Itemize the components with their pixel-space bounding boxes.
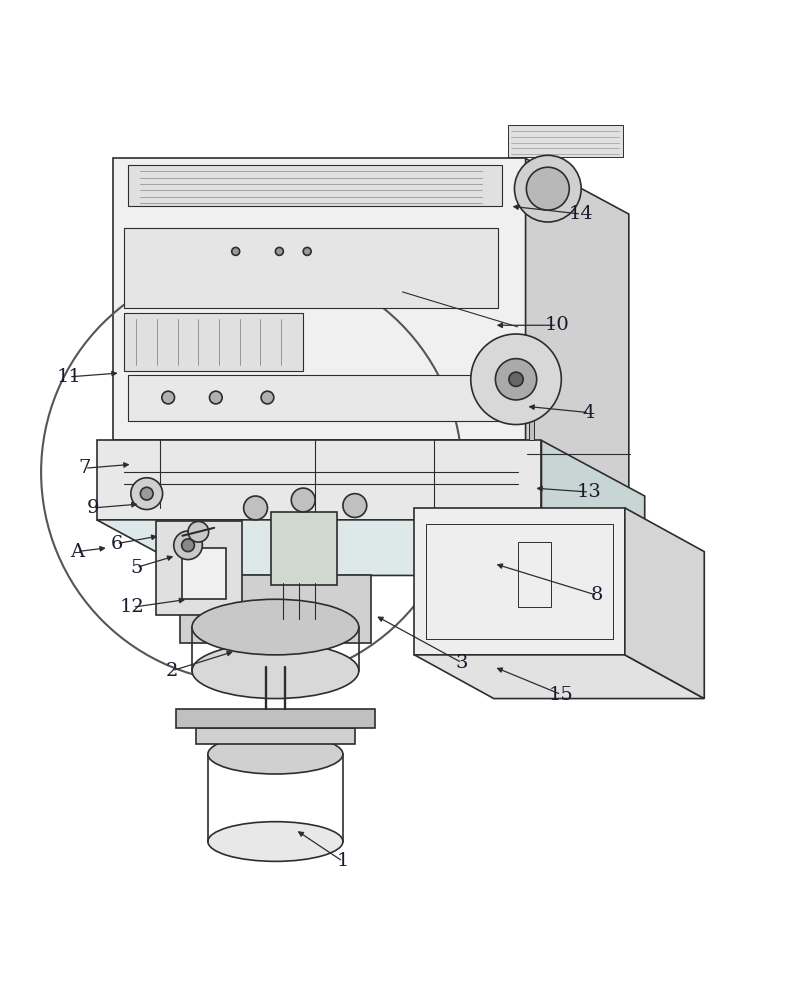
Text: 14: 14 (569, 205, 594, 223)
Text: 3: 3 (456, 654, 469, 672)
Text: 13: 13 (577, 483, 602, 501)
Bar (128, 165, 502, 206)
Text: 15: 15 (549, 686, 574, 704)
Text: 4: 4 (583, 404, 595, 422)
Text: 9: 9 (86, 499, 99, 517)
Text: 6: 6 (110, 535, 123, 553)
Bar (528, 391, 533, 440)
Polygon shape (112, 440, 629, 496)
Polygon shape (525, 158, 629, 496)
Circle shape (471, 334, 561, 425)
Ellipse shape (192, 599, 359, 655)
Polygon shape (96, 440, 541, 520)
Bar (508, 125, 623, 157)
Circle shape (182, 539, 194, 552)
Bar (156, 521, 242, 615)
Text: 12: 12 (120, 598, 145, 616)
Ellipse shape (192, 643, 359, 699)
Circle shape (131, 478, 163, 510)
Polygon shape (112, 158, 525, 440)
Circle shape (174, 531, 202, 560)
Circle shape (343, 494, 367, 517)
Text: 11: 11 (57, 368, 81, 386)
Bar (124, 228, 498, 308)
Circle shape (188, 521, 209, 542)
Circle shape (232, 247, 240, 255)
Bar (517, 542, 551, 607)
Text: 10: 10 (545, 316, 570, 334)
Text: 2: 2 (166, 662, 179, 680)
Circle shape (303, 247, 311, 255)
Polygon shape (414, 655, 705, 699)
Text: 7: 7 (79, 459, 91, 477)
Circle shape (140, 487, 153, 500)
Text: 5: 5 (130, 559, 143, 577)
Bar (183, 548, 226, 599)
Text: 8: 8 (591, 586, 603, 604)
Polygon shape (625, 508, 705, 699)
Bar (128, 375, 502, 421)
Bar (272, 512, 336, 585)
Bar (180, 575, 371, 643)
Text: 1: 1 (336, 852, 349, 870)
Polygon shape (96, 520, 645, 575)
Circle shape (291, 488, 315, 512)
Circle shape (509, 372, 523, 386)
Polygon shape (541, 440, 645, 575)
Polygon shape (176, 709, 375, 728)
Ellipse shape (208, 822, 343, 861)
Polygon shape (196, 728, 355, 744)
Polygon shape (414, 508, 625, 655)
Ellipse shape (208, 734, 343, 774)
Circle shape (514, 155, 581, 222)
Circle shape (210, 391, 222, 404)
Circle shape (276, 247, 284, 255)
Circle shape (162, 391, 175, 404)
Circle shape (244, 496, 268, 520)
Circle shape (261, 391, 274, 404)
Bar (124, 313, 303, 371)
Text: A: A (70, 543, 84, 561)
Circle shape (496, 359, 536, 400)
Circle shape (526, 167, 569, 210)
